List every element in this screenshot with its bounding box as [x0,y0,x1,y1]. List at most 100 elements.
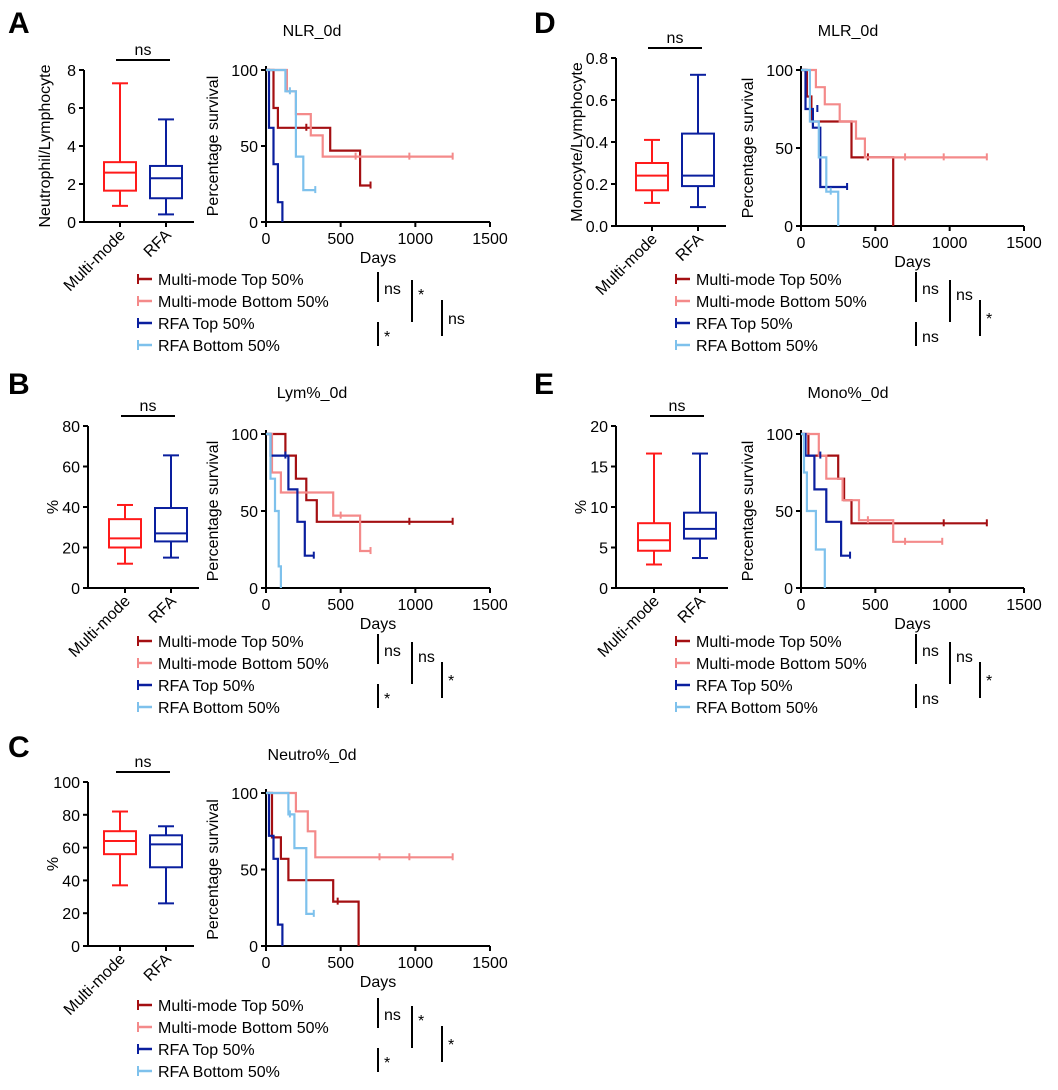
y-tick-label: 80 [62,808,80,825]
comparison-label: * [986,311,992,328]
km-y-tick-label: 50 [775,141,793,158]
y-tick-label: 0.6 [586,93,608,110]
box-iqr [103,830,137,856]
y-axis-label: % [573,500,590,514]
y-tick-label: 20 [590,419,608,436]
km-x-axis-label: Days [894,254,930,271]
boxplot: 0 5 10 15 20% Multi-mode RFA ns [573,398,728,661]
comparisons: ns ns*ns [915,634,992,708]
legend-label: Multi-mode Top 50% [158,272,304,289]
y-tick-label: 0 [71,939,80,956]
x-tick-label: RFA [673,231,707,265]
boxplot: 0 20 40 60 80% Multi-mode RFA ns [45,398,199,661]
legend-label: RFA Top 50% [158,1042,255,1059]
km-y-axis-label: Percentage survival [205,76,222,217]
survival-series [266,791,360,946]
box-iqr [103,161,137,192]
survival-curve [266,432,282,588]
comparison-label: ns [922,691,939,708]
x-tick-label: Multi-mode [595,593,663,661]
comparison-label: ns [384,643,401,660]
km-x-tick-label: 1000 [932,235,968,252]
y-tick-label: 0.2 [586,177,608,194]
comparison-label: * [448,673,454,690]
comparison-label: ns [922,281,939,298]
x-tick-label: RFA [141,951,175,985]
y-tick-label: 0.4 [586,135,608,152]
km-x-tick-label: 1000 [932,597,968,614]
km-x-tick-label: 1500 [472,597,508,614]
survival-curve [266,68,453,158]
km-y-axis-label: Percentage survival [740,78,757,219]
comparison-label: * [986,673,992,690]
km-x-tick-label: 500 [327,231,354,248]
chart-title: Neutro%_0d [268,747,357,764]
comparison-label: * [418,287,424,304]
km-x-axis-label: Days [360,250,396,267]
box-iqr [683,511,717,540]
km-y-tick-label: 100 [231,427,258,444]
survival-curve [801,68,848,189]
legend: Multi-mode Top 50% Multi-mode Bottom 50% R… [675,634,867,717]
survival-series [266,68,372,189]
survival-series [801,432,852,559]
box-iqr [637,522,671,552]
x-tick-label: Multi-mode [61,227,129,295]
km-y-tick-label: 0 [784,581,793,598]
box-iqr [108,518,142,549]
y-tick-label: 0 [599,581,608,598]
y-tick-label: 60 [62,460,80,477]
panel-letter: D [534,7,556,40]
y-tick-label: 0.8 [586,51,608,68]
legend-label: RFA Bottom 50% [158,700,280,717]
chart-title: MLR_0d [818,23,878,40]
km-y-tick-label: 0 [249,215,258,232]
y-axis-label: Monocyte/Lymphocyte [569,62,586,222]
survival-curve [266,791,284,946]
survival-curve [266,432,371,553]
panel-a: A 0 2 4 6 8 Neutrophil/Lymphocyte Multi-mode RFA… [8,7,508,355]
km-x-tick-label: 500 [862,597,889,614]
survival-series [266,791,454,861]
panel-letter: C [8,731,30,764]
box-iqr [154,507,188,543]
survival-curve [801,68,840,226]
comparison-label: ns [922,329,939,346]
km-y-tick-label: 50 [240,139,258,156]
km-y-tick-label: 100 [231,786,258,803]
box-rfa: RFA [146,454,188,627]
y-axis-label: % [45,857,62,871]
comparison-label: ns [956,649,973,666]
comparisons: ns ns*ns [915,272,992,346]
comparison-label: * [384,1055,390,1072]
comparisons: ns * ns * [377,272,465,346]
legend-label: Multi-mode Bottom 50% [696,656,867,673]
y-axis-label: % [45,500,62,514]
km-x-tick-label: 500 [327,955,354,972]
survival-series [266,791,284,946]
survival-series [266,68,317,194]
comparison-label: ns [418,649,435,666]
chart-title: NLR_0d [283,23,342,40]
legend-label: Multi-mode Bottom 50% [158,1020,329,1037]
survival-curve [266,68,371,187]
y-tick-label: 2 [67,177,76,194]
chart-title: Mono%_0d [808,385,889,402]
significance-label: ns [669,398,686,415]
chart-title: Lym%_0d [277,385,348,402]
legend-label: Multi-mode Bottom 50% [696,294,867,311]
survival-series [266,432,372,555]
survival-curve [266,791,453,859]
panel-letter: A [8,7,30,40]
km-x-tick-label: 0 [262,231,271,248]
km-y-tick-label: 50 [775,504,793,521]
comparison-label: ns [956,287,973,304]
km-y-tick-label: 50 [240,863,258,880]
y-tick-label: 100 [53,775,80,792]
survival-series [801,68,895,226]
legend-label: RFA Bottom 50% [158,1064,280,1081]
survival-series [266,791,315,917]
